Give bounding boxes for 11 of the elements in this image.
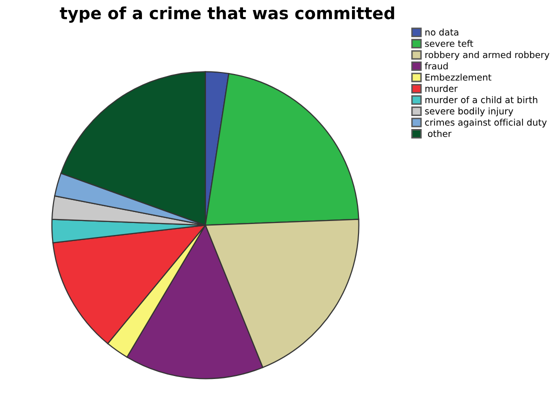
legend-label: murder of a child at birth (425, 96, 538, 104)
legend-label: Embezzlement (426, 74, 492, 81)
legend-label: fraud (424, 62, 448, 70)
legend-label: severe teft (425, 40, 474, 47)
legend-label: no data (425, 28, 458, 36)
chart-title: type of a crime that was committed (60, 6, 394, 23)
legend-label: crimes against official duty (425, 118, 547, 128)
legend-label: other (428, 130, 452, 138)
legend-label: murder (425, 84, 458, 92)
legend-label: severe bodily injury (425, 107, 514, 116)
legend-label: robbery and armed robbery (425, 51, 550, 60)
